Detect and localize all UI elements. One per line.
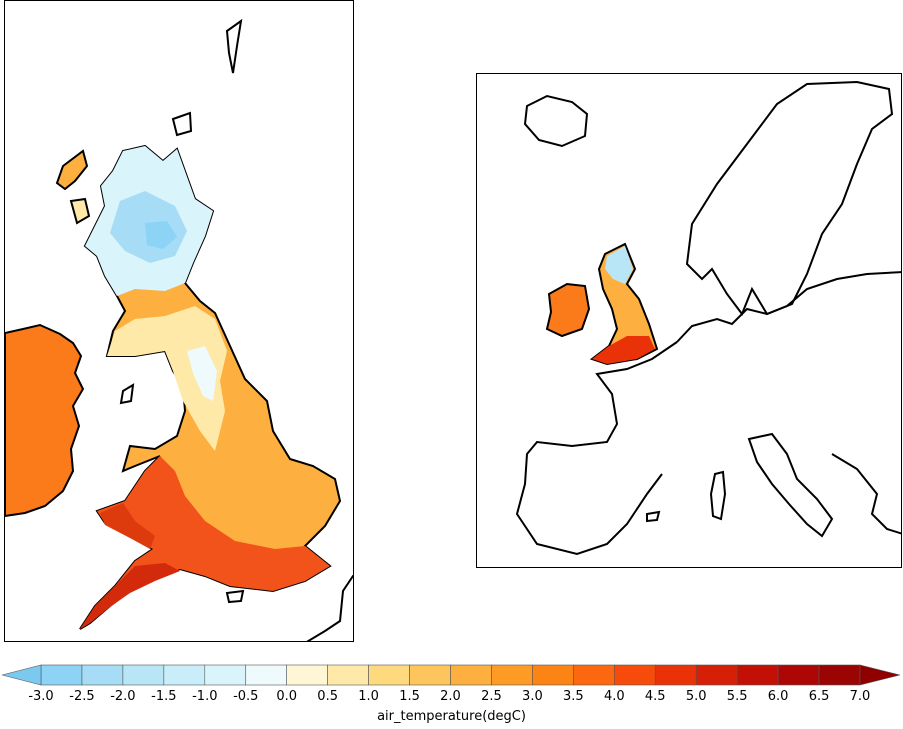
colorbar-tick-label: 2.5 bbox=[481, 689, 502, 704]
colorbar-bin bbox=[204, 664, 247, 686]
orkney-islands bbox=[171, 111, 193, 137]
northern-england-cool-region bbox=[107, 306, 227, 451]
ireland-overview bbox=[545, 282, 591, 338]
colorbar-tick-label: -0.5 bbox=[233, 689, 259, 704]
iceland-outline bbox=[523, 94, 589, 148]
colorbar-tick-label: 0.5 bbox=[317, 689, 338, 704]
colorbar-bin bbox=[81, 664, 124, 686]
island-small-1 bbox=[69, 197, 91, 225]
colorbar-tick-label: 6.5 bbox=[808, 689, 830, 704]
colorbar-tick-label: 5.0 bbox=[685, 689, 707, 704]
highlands-core-region bbox=[145, 221, 177, 249]
pennines-cold-region bbox=[187, 346, 217, 401]
uk-map-canvas bbox=[5, 18, 353, 641]
corsica-sardinia bbox=[709, 470, 727, 521]
colorbar-tick-label: 5.5 bbox=[726, 689, 748, 704]
colorbar-tick-label: 0.0 bbox=[276, 689, 298, 704]
colorbar-bin bbox=[491, 664, 533, 686]
outer-hebrides bbox=[55, 149, 89, 191]
colorbar-bin bbox=[613, 664, 656, 686]
scandinavia-outline bbox=[685, 80, 894, 317]
cornwall-hot-region bbox=[80, 563, 180, 629]
isle-of-man bbox=[119, 383, 135, 405]
colorbar-tick-label: 4.0 bbox=[603, 689, 625, 704]
colorbar-tick-label: 4.5 bbox=[644, 689, 666, 704]
isle-of-wight bbox=[225, 589, 245, 604]
colorbar-tick-label: 1.5 bbox=[399, 689, 420, 704]
colorbar-bin bbox=[450, 664, 492, 686]
colorbar bbox=[1, 664, 901, 686]
colorbar-tick-label: -2.0 bbox=[110, 689, 136, 704]
colorbar-tick-label: -1.0 bbox=[192, 689, 218, 704]
colorbar-bin bbox=[736, 664, 779, 686]
colorbar-bin bbox=[245, 664, 288, 686]
colorbar-overflow-arrow bbox=[859, 664, 901, 686]
colorbar-bin bbox=[532, 664, 574, 686]
colorbar-bin bbox=[695, 664, 738, 686]
colorbar-bin bbox=[286, 664, 328, 686]
colorbar-bins bbox=[40, 664, 861, 686]
colorbar-label: air_temperature(degC) bbox=[377, 709, 526, 724]
southwest-warm-region bbox=[80, 456, 330, 629]
balearic-islands bbox=[646, 510, 661, 523]
colorbar-bin bbox=[409, 664, 451, 686]
south-britain-overview-hot bbox=[592, 336, 655, 364]
colorbar-tick-label: -1.5 bbox=[151, 689, 177, 704]
colorbar-bin bbox=[163, 664, 206, 686]
ireland-land bbox=[5, 323, 85, 518]
colorbar-underflow-arrow bbox=[1, 664, 42, 686]
colorbar-tick-label: 3.0 bbox=[522, 689, 543, 704]
europe-map-canvas bbox=[515, 80, 901, 556]
wales-hot-region bbox=[100, 503, 155, 549]
shetland-islands bbox=[225, 18, 243, 74]
italy-outline bbox=[747, 432, 834, 538]
colorbar-bin bbox=[122, 664, 165, 686]
france-iberia-coast bbox=[515, 341, 678, 556]
colorbar-tick-label: 2.0 bbox=[440, 689, 461, 704]
europe-overview-map bbox=[476, 73, 902, 568]
balkans-outline bbox=[831, 453, 901, 535]
colorbar-bin bbox=[654, 664, 697, 686]
colorbar-tick-label: 1.0 bbox=[358, 689, 379, 704]
colorbar-tick-label: -2.5 bbox=[69, 689, 95, 704]
colorbar-bin bbox=[368, 664, 410, 686]
colorbar-tick-label: -3.0 bbox=[28, 689, 54, 704]
colorbar-bin bbox=[573, 664, 615, 686]
colorbar-tick-label: 3.5 bbox=[563, 689, 584, 704]
france-coast bbox=[306, 575, 353, 641]
scotland-overview-cold bbox=[605, 246, 633, 284]
colorbar-bin bbox=[777, 664, 820, 686]
colorbar-bin bbox=[40, 664, 83, 686]
uk-temperature-map bbox=[4, 0, 354, 642]
colorbar-bin bbox=[327, 664, 369, 686]
continental-coastline bbox=[676, 271, 901, 343]
colorbar-tick-label: 7.0 bbox=[849, 689, 871, 704]
colorbar-bin bbox=[818, 664, 861, 686]
colorbar-tick-label: 6.0 bbox=[767, 689, 789, 704]
